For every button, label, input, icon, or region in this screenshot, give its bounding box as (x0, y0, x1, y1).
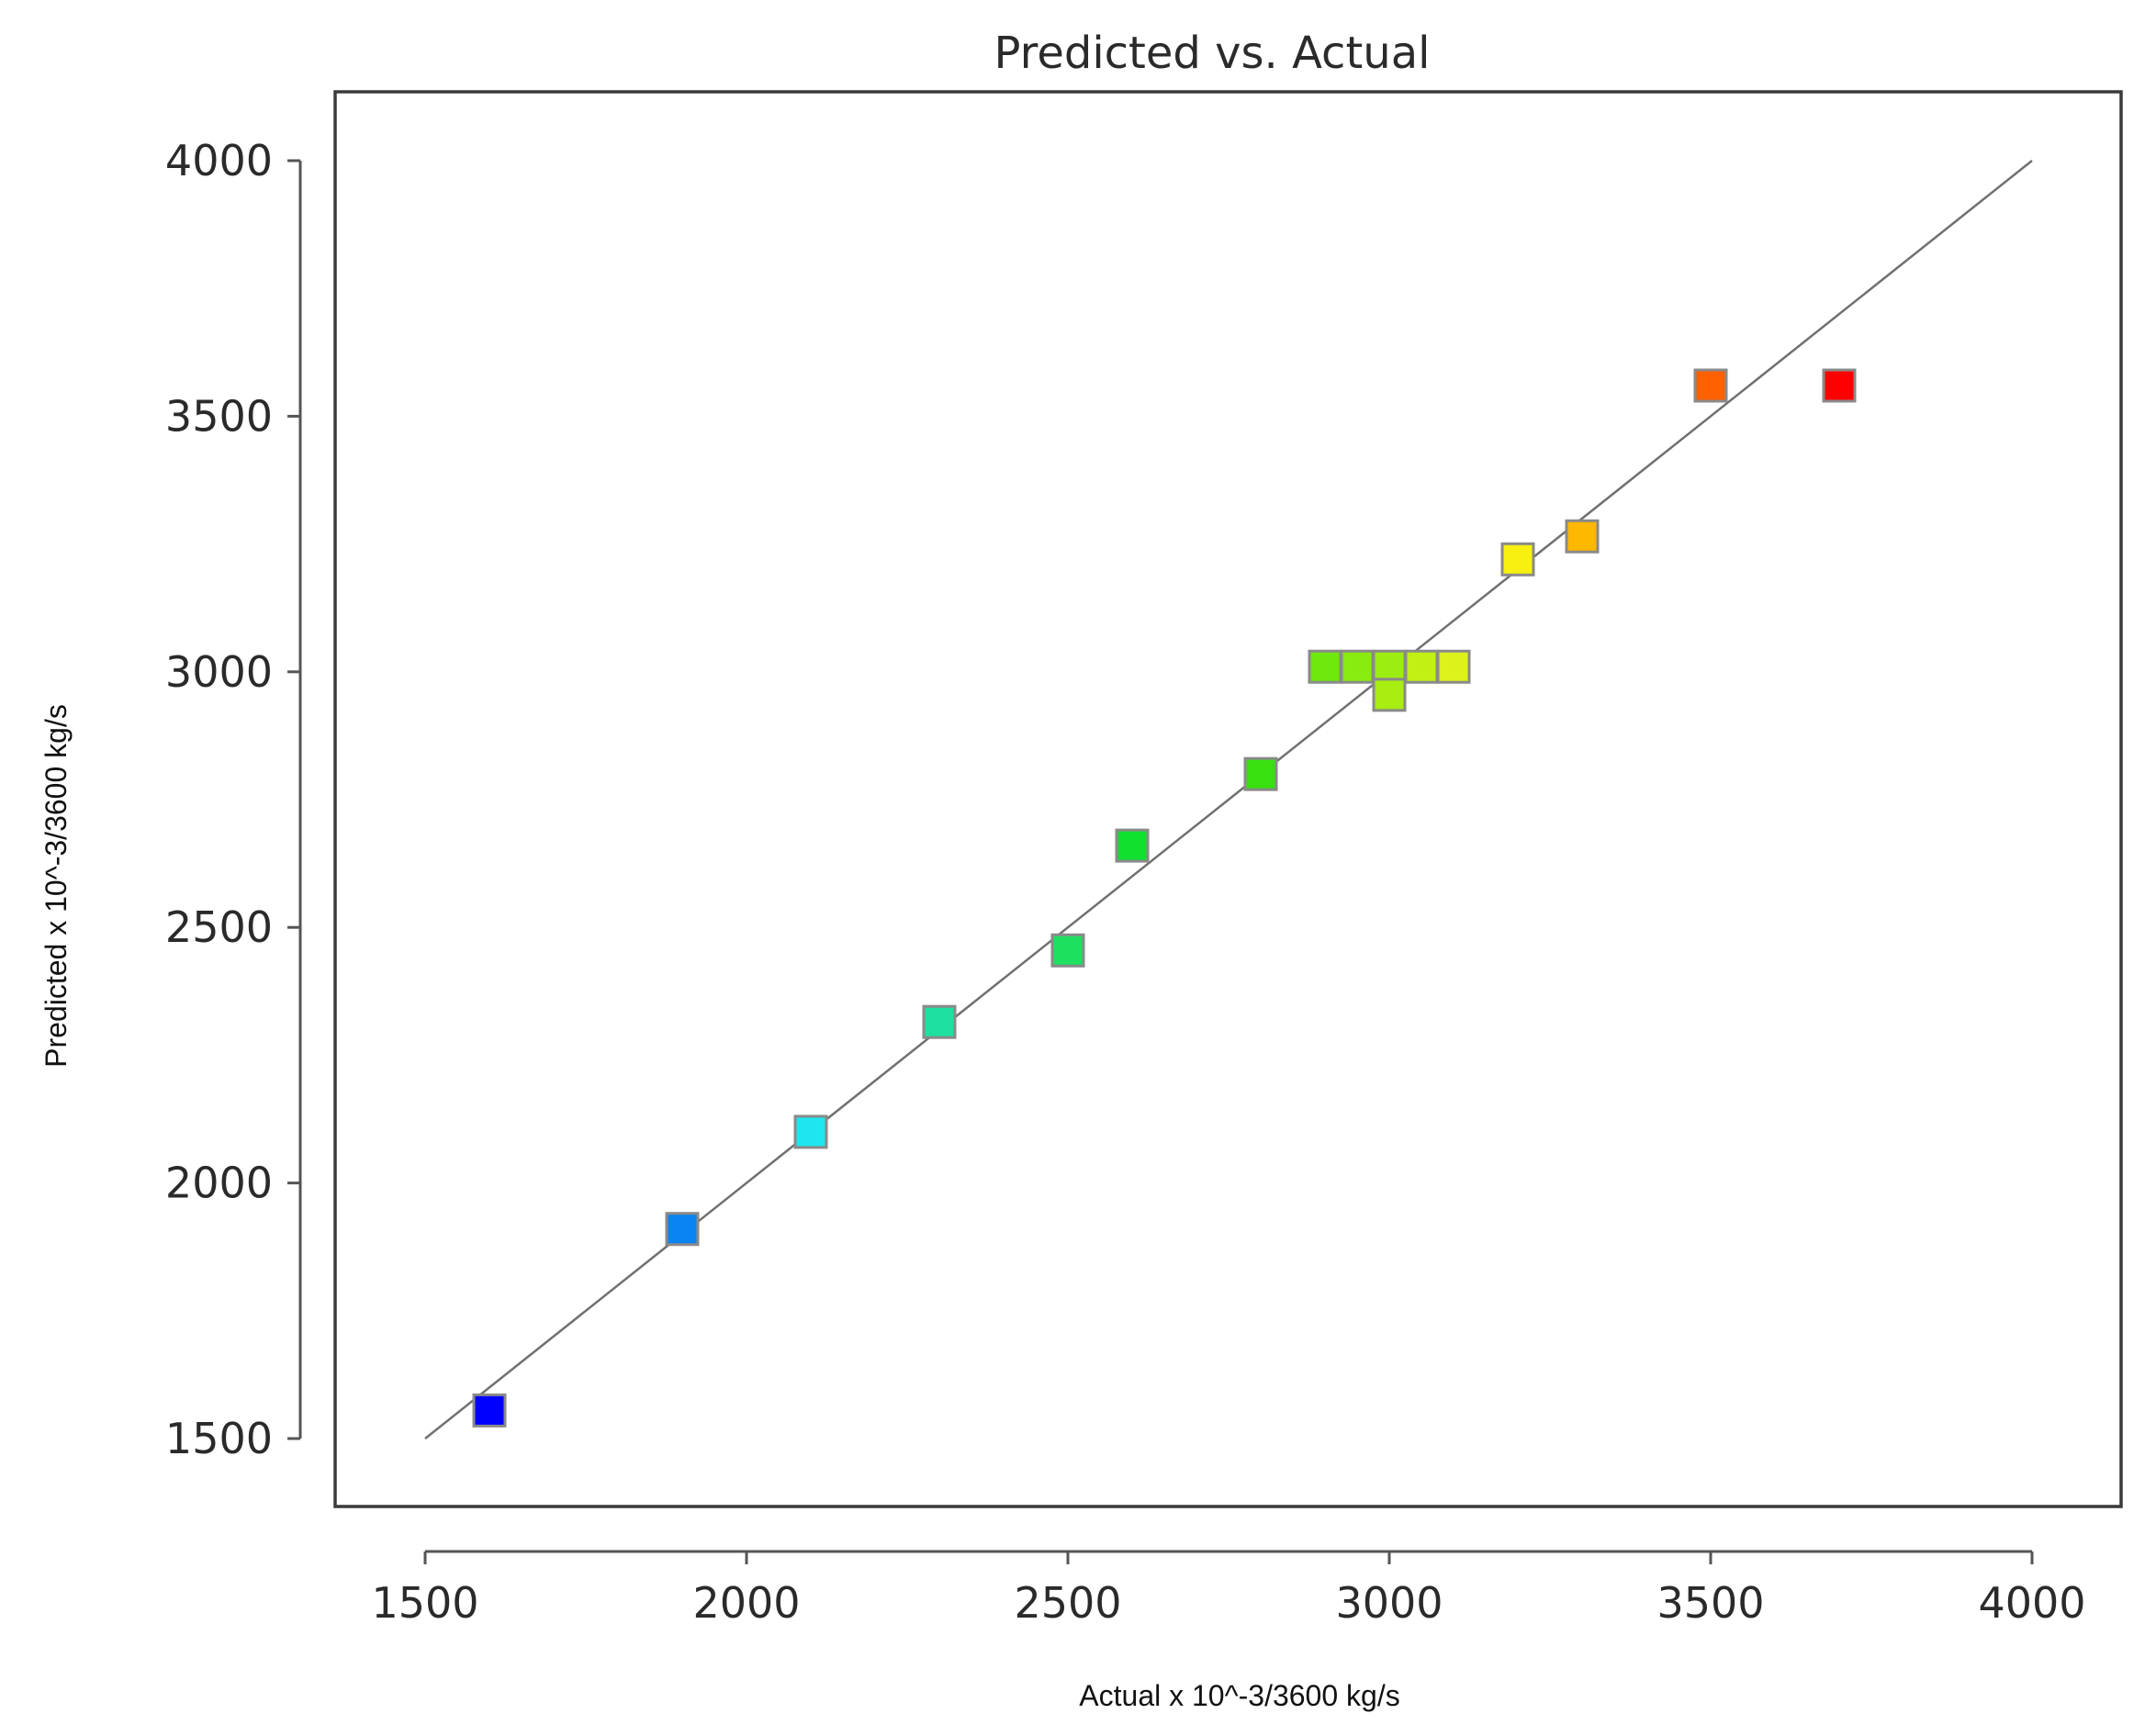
data-point (1308, 649, 1342, 684)
data-point (1565, 519, 1600, 554)
x-tick-label: 4000 (1978, 1578, 2085, 1628)
x-tick-label: 3000 (1335, 1578, 1443, 1628)
data-point (1050, 933, 1085, 968)
data-point (1243, 756, 1278, 791)
y-axis-title: Predicted x 10^-3/3600 kg/s (39, 704, 73, 1068)
data-point (665, 1212, 700, 1247)
data-point (1500, 542, 1535, 577)
data-point (1404, 649, 1439, 684)
points-layer (472, 368, 1857, 1428)
y-tick-label: 3500 (165, 391, 273, 441)
y-tick-label: 3000 (165, 647, 273, 697)
data-point (793, 1114, 828, 1149)
x-axis-title: Actual x 10^-3/3600 kg/s (1079, 1679, 1399, 1712)
data-point (1340, 649, 1375, 684)
data-point (1372, 649, 1407, 684)
data-point (1436, 649, 1471, 684)
x-axis: 1500 2000 2500 3000 3500 4000 (371, 1550, 2086, 1628)
y-tick-label: 1500 (165, 1414, 273, 1463)
data-point (1693, 368, 1728, 403)
y-tick-label: 4000 (165, 136, 273, 185)
data-point (1115, 828, 1150, 863)
data-point (1372, 678, 1407, 712)
chart-title: Predicted vs. Actual (994, 28, 1431, 79)
y-tick-label: 2000 (165, 1159, 273, 1208)
plot-frame (333, 90, 2123, 1508)
x-tick-label: 2500 (1014, 1578, 1121, 1628)
data-point (472, 1393, 507, 1428)
data-point (922, 1004, 957, 1039)
x-tick-label: 1500 (371, 1578, 478, 1628)
y-tick-label: 2500 (165, 902, 273, 952)
y-axis: 1500 2000 2500 3000 3500 4000 (165, 136, 302, 1463)
data-point (1822, 368, 1857, 403)
x-tick-label: 2000 (692, 1578, 800, 1628)
x-tick-label: 3500 (1656, 1578, 1764, 1628)
